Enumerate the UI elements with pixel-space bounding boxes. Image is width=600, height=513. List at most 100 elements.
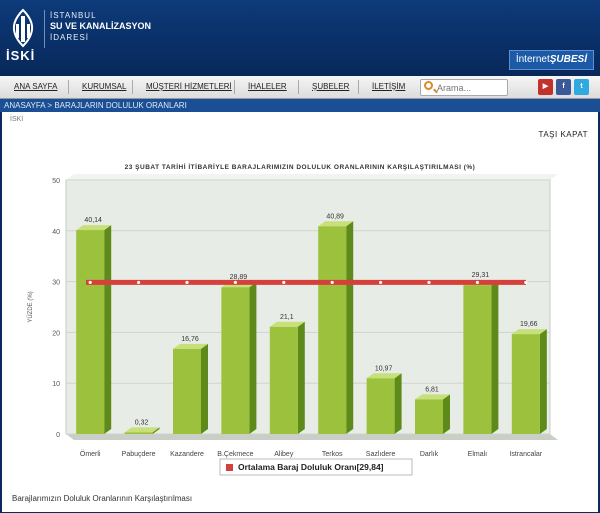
- average-marker: [88, 280, 92, 285]
- twitter-icon[interactable]: t: [574, 79, 589, 95]
- y-tick-label: 30: [52, 280, 60, 287]
- x-tick-label: Terkos: [322, 451, 343, 458]
- bar: [366, 378, 395, 434]
- data-label: 28,89: [230, 274, 248, 281]
- iski-logo-icon[interactable]: [6, 8, 40, 60]
- move-close-controls[interactable]: TAŞI KAPAT: [538, 130, 588, 139]
- legend-label: Ortalama Baraj Doluluk Oranı[29,84]: [238, 462, 384, 472]
- site-header: İSKİ İSTANBUL SU VE KANALİZASYON İDARESİ…: [0, 0, 600, 76]
- breadcrumb: ANASAYFA > BARAJLARIN DOLULUK ORANLARI: [0, 99, 600, 112]
- breadcrumb-text[interactable]: ANASAYFA > BARAJLARIN DOLULUK ORANLARI: [4, 101, 187, 110]
- average-marker: [233, 280, 237, 285]
- bar-top: [269, 321, 305, 327]
- bar-top: [366, 373, 402, 379]
- y-tick-label: 10: [52, 381, 60, 388]
- bar-top: [124, 427, 160, 433]
- bar-side: [443, 394, 450, 434]
- logo-text: İSKİ: [6, 48, 36, 63]
- youtube-icon[interactable]: ▶: [538, 79, 553, 95]
- x-tick-label: Darlık: [420, 451, 439, 458]
- facebook-icon[interactable]: f: [556, 79, 571, 95]
- nav-divider: [132, 80, 133, 94]
- x-tick-label: B.Çekmece: [217, 451, 253, 458]
- nav-item-tenders[interactable]: İHALELER: [248, 82, 287, 91]
- data-label: 40,89: [326, 213, 344, 220]
- y-axis-label: YÜZDE (%): [27, 291, 34, 322]
- average-marker: [427, 280, 431, 285]
- bar: [318, 226, 347, 434]
- nav-item-customer-services[interactable]: MÜŞTERİ HİZMETLERİ: [146, 82, 232, 91]
- org-line-3: İDARESİ: [50, 33, 90, 42]
- org-line-2: SU VE KANALİZASYON: [50, 21, 152, 31]
- nav-divider: [298, 80, 299, 94]
- nav-item-contact[interactable]: İLETİŞİM: [372, 82, 406, 91]
- search-input[interactable]: [437, 80, 503, 95]
- average-marker: [282, 280, 286, 285]
- bar-top: [173, 343, 208, 349]
- average-marker: [185, 280, 189, 285]
- chart-title: 23 ŞUBAT TARİHİ İTİBARİYLE BARAJLARIMIZI…: [124, 164, 476, 171]
- bar: [76, 230, 105, 434]
- average-marker: [379, 280, 383, 285]
- bar: [511, 334, 540, 434]
- nav-item-branches[interactable]: ŞUBELER: [312, 82, 350, 91]
- content-panel: İSKİ TAŞI KAPAT 23 ŞUBAT TARİHİ İTİBARİY…: [2, 112, 598, 512]
- nav-item-corporate[interactable]: KURUMSAL: [82, 82, 127, 91]
- bar-side: [152, 427, 160, 434]
- bar: [124, 432, 153, 434]
- bar-side: [249, 282, 257, 434]
- data-label: 10,97: [375, 365, 393, 372]
- data-label: 19,66: [520, 321, 538, 328]
- bar-side: [346, 221, 354, 434]
- internet-branch-button[interactable]: İnternetŞUBESİ: [508, 50, 594, 70]
- y-tick-label: 40: [52, 229, 60, 236]
- bar-top: [318, 221, 354, 227]
- legend-box: [219, 458, 413, 476]
- average-marker: [475, 280, 479, 285]
- legend-swatch: [226, 464, 233, 471]
- y-tick-label: 20: [52, 330, 60, 337]
- bar: [415, 399, 443, 434]
- data-label: 21,1: [280, 314, 294, 321]
- search-box[interactable]: [420, 79, 508, 96]
- search-icon[interactable]: [424, 81, 433, 90]
- x-tick-label: Ömerli: [80, 450, 101, 458]
- nav-divider: [358, 80, 359, 94]
- bar-top: [415, 394, 450, 400]
- bar-side: [539, 329, 547, 434]
- nav-item-home[interactable]: ANA SAYFA: [14, 82, 58, 91]
- x-tick-label: Pabuçdere: [122, 451, 156, 458]
- bar: [463, 285, 492, 434]
- x-tick-label: Sazlıdere: [366, 451, 396, 458]
- bar: [221, 287, 250, 434]
- data-label: 29,31: [472, 272, 490, 279]
- bar-side: [491, 280, 499, 434]
- internet-label: İnternet: [515, 54, 550, 65]
- average-marker: [137, 280, 141, 285]
- bar-side: [104, 225, 112, 434]
- panel-label: İSKİ: [10, 116, 24, 123]
- organization-name: İSTANBUL SU VE KANALİZASYON İDARESİ: [50, 10, 151, 43]
- nav-divider: [234, 80, 235, 94]
- nav-divider: [68, 80, 69, 94]
- internet-bold-label: ŞUBESİ: [549, 54, 587, 65]
- data-label: 6,81: [425, 386, 439, 393]
- header-divider: [44, 10, 45, 48]
- bar: [173, 348, 201, 434]
- y-tick-label: 50: [52, 178, 60, 185]
- footer-caption: Barajlarımızın Doluluk Oranlarının Karşı…: [12, 494, 193, 503]
- average-marker: [524, 280, 528, 285]
- x-tick-label: Kazandere: [170, 451, 204, 458]
- y-tick-label: 0: [56, 432, 60, 439]
- x-tick-label: Istrancalar: [509, 451, 542, 458]
- bar-side: [394, 373, 402, 434]
- bar-side: [201, 343, 208, 434]
- plot-floor: [66, 434, 558, 440]
- data-label: 40,14: [84, 217, 102, 224]
- x-tick-label: Elmalı: [468, 451, 488, 458]
- plot-top-edge: [66, 174, 558, 180]
- main-nav: ANA SAYFA KURUMSAL MÜŞTERİ HİZMETLERİ İH…: [0, 76, 600, 99]
- bar-chart: 0 10 20 30 40 50 YÜZDE (%) 40,14 Ömerli 0,32 Pabuç…: [27, 174, 558, 476]
- bar: [269, 326, 298, 434]
- org-line-1: İSTANBUL: [50, 11, 97, 20]
